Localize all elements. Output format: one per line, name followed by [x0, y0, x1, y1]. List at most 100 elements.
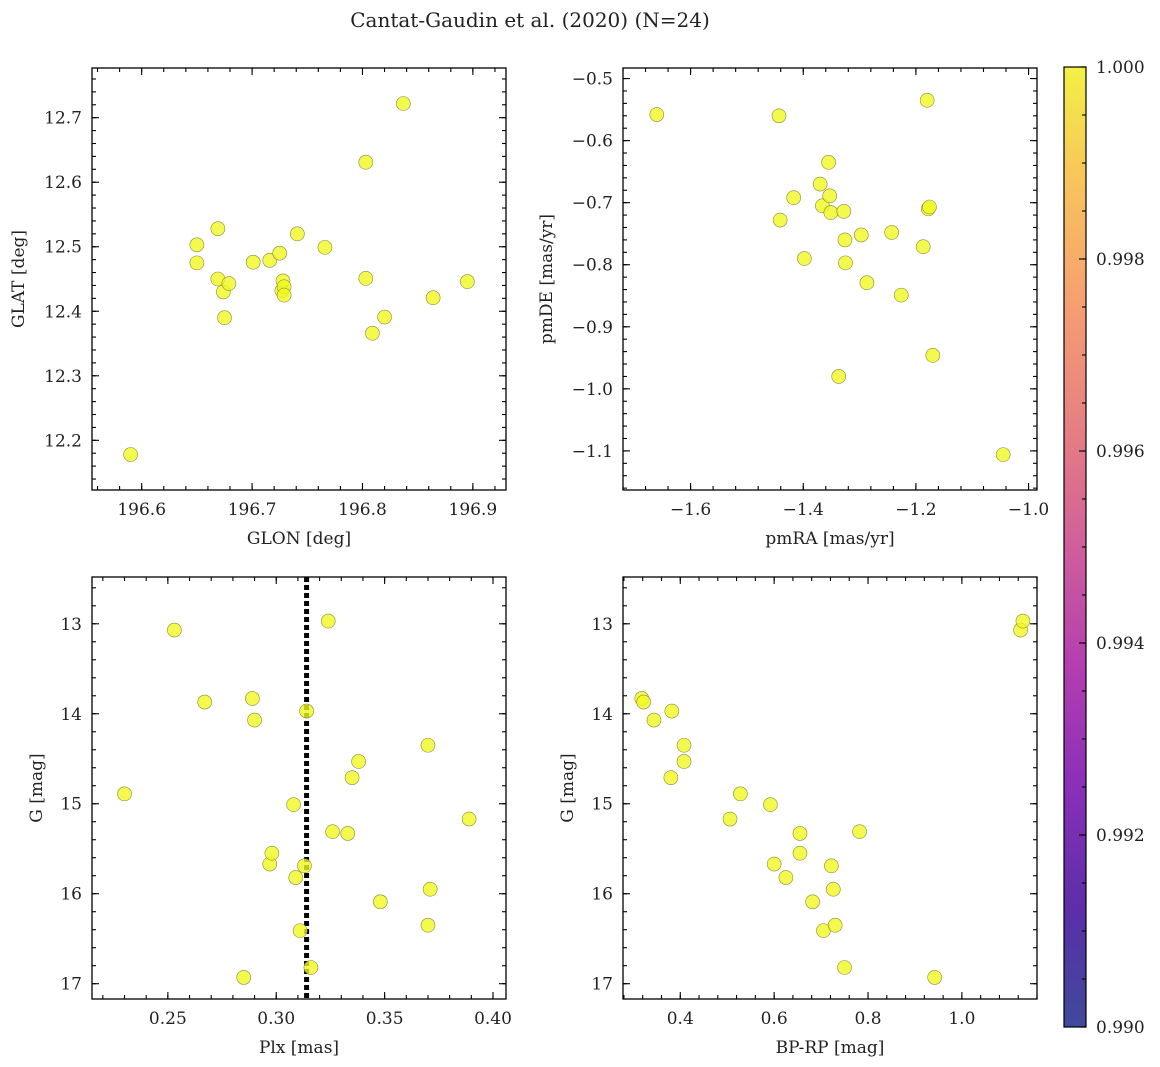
colorbar-tick-label: 0.996 [1096, 442, 1145, 462]
data-point [1015, 613, 1031, 629]
data-point [893, 287, 909, 303]
data-point [766, 856, 782, 872]
y-tick-label: 12.2 [44, 431, 82, 451]
data-point [853, 227, 869, 243]
data-point [288, 870, 304, 885]
y-tick-label: 15 [591, 795, 613, 815]
y-tick-label: −1.0 [572, 380, 613, 400]
data-point [792, 826, 808, 841]
y-tick-label: 13 [60, 615, 82, 635]
data-point [245, 691, 260, 706]
data-point [822, 188, 838, 204]
data-point [303, 960, 319, 975]
data-point [377, 309, 392, 325]
data-point [812, 176, 828, 192]
y-tick-label: −0.5 [572, 70, 613, 90]
data-point [859, 275, 875, 291]
panel-proper-motion: −1.6 −1.4 −1.2 −1.0 −1.1 −1.0 −0.9 −0.8 −0.7 −0.6… [537, 67, 1049, 549]
data-point [272, 245, 287, 261]
x-tick-label: 196.7 [228, 500, 277, 520]
panel-color-magnitude: 0.4 0.6 0.8 1.0 13 14 15 16 17 BP-RP [mag] G [mag] [558, 576, 1038, 1058]
x-axis-label: Plx [mas] [259, 1038, 339, 1058]
plot-frame [622, 576, 1038, 1000]
x-tick-label: −1.2 [895, 500, 936, 520]
plot-frame [91, 576, 507, 1000]
x-axis-label: GLON [deg] [247, 529, 351, 549]
data-point [236, 970, 252, 985]
data-point [821, 155, 836, 170]
data-point [197, 694, 213, 710]
data-point [420, 917, 436, 933]
data-point [276, 287, 292, 303]
x-tick-label: 0.30 [257, 1009, 295, 1029]
data-point [217, 310, 232, 326]
data-point [189, 237, 205, 253]
data-point [297, 858, 312, 874]
y-axis-label: G [mag] [558, 753, 578, 822]
y-tick-label: 17 [591, 975, 613, 995]
colorbar-tick-label: 0.998 [1096, 250, 1145, 270]
colorbar-tick-label: 0.992 [1096, 826, 1145, 846]
plot-frame [622, 67, 1038, 491]
data-point [286, 797, 301, 812]
data-point [778, 870, 794, 885]
data-point [663, 770, 679, 785]
x-tick-label: 0.40 [474, 1009, 512, 1029]
data-point [824, 858, 839, 874]
data-point [420, 737, 436, 753]
data-point [786, 190, 801, 206]
data-point [325, 824, 340, 839]
data-point [264, 845, 280, 861]
colorbar: 0.990 0.992 0.994 0.996 0.998 1.000 [1063, 58, 1145, 1038]
y-tick-label: 17 [60, 975, 82, 995]
data-point [771, 108, 787, 124]
y-tick-label: 12.7 [44, 109, 82, 129]
data-point [344, 770, 360, 785]
data-point [995, 447, 1011, 462]
data-point [825, 881, 841, 897]
data-point [262, 252, 278, 268]
data-point [763, 797, 778, 812]
y-tick-label: −0.7 [572, 194, 613, 214]
y-tick-label: 16 [591, 885, 613, 905]
data-point [636, 694, 651, 710]
data-point [358, 154, 374, 170]
x-tick-label: 1.0 [948, 1009, 975, 1029]
y-tick-label: 12.3 [44, 367, 82, 387]
data-point [733, 786, 748, 802]
x-tick-label: 196.6 [117, 500, 166, 520]
data-point [351, 754, 366, 769]
data-point [919, 92, 935, 108]
data-point [922, 199, 937, 215]
data-point [365, 325, 380, 341]
data-point [299, 703, 314, 719]
y-tick-label: 12.6 [44, 173, 82, 193]
data-point [676, 754, 692, 769]
data-point [221, 276, 237, 291]
figure-title: Cantat-Gaudin et al. (2020) (N=24) [350, 8, 710, 32]
y-tick-label: 15 [60, 795, 82, 815]
x-axis-label: pmRA [mas/yr] [765, 529, 894, 549]
data-point [396, 96, 411, 111]
data-point [117, 786, 132, 802]
y-tick-label: 14 [591, 705, 613, 725]
data-point [292, 923, 308, 938]
data-point [422, 881, 438, 897]
x-tick-label: 196.9 [449, 500, 498, 520]
data-point [837, 960, 852, 975]
data-point [852, 824, 867, 839]
x-tick-label: 0.6 [761, 1009, 788, 1029]
y-axis-label: G [mag] [27, 753, 47, 822]
y-tick-label: 14 [60, 705, 82, 725]
data-point [838, 255, 853, 271]
panel-parallax-magnitude: 0.25 0.30 0.35 0.40 13 14 15 16 17 Plx [mas] G [ma… [27, 576, 512, 1058]
data-point [827, 917, 843, 933]
plot-frame [91, 67, 507, 491]
data-point [320, 613, 336, 629]
y-axis-label: GLAT [deg] [9, 230, 29, 328]
colorbar-tick-label: 1.000 [1096, 58, 1145, 78]
data-point [210, 221, 226, 236]
data-point [831, 369, 847, 384]
data-point [317, 240, 333, 255]
